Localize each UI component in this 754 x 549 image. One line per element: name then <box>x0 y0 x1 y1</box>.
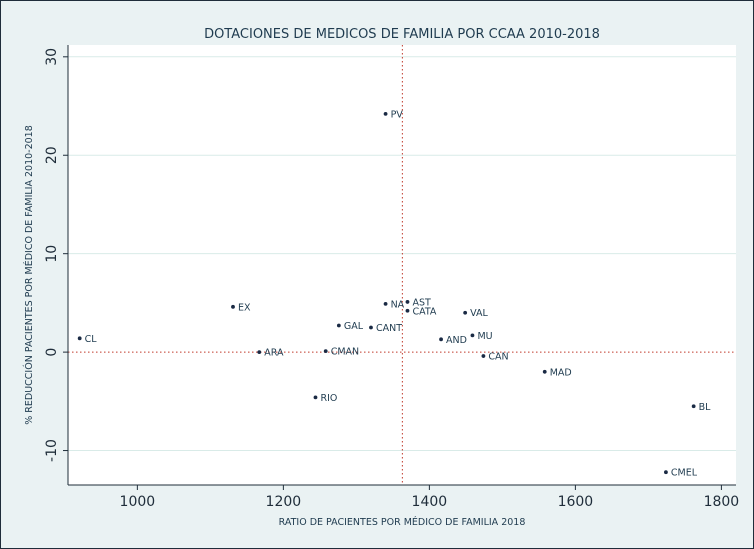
data-point-cata <box>405 308 410 313</box>
data-point-ast <box>405 300 410 304</box>
axes <box>67 45 736 486</box>
x-tick-label: 1800 <box>704 494 740 510</box>
data-point-ara <box>257 350 262 355</box>
x-tick-label: 1600 <box>558 494 594 510</box>
data-point-cant <box>369 325 373 330</box>
x-tick-label: 1200 <box>266 494 302 510</box>
y-axis-title: % REDUCCIÓN PACIENTES POR MÉDICO DE FAMI… <box>23 125 35 425</box>
x-axis-title: RATIO DE PACIENTES POR MÉDICO DE FAMILIA… <box>279 516 526 528</box>
data-point-gal <box>336 323 341 328</box>
data-point-cl <box>77 336 82 341</box>
point-label-val: VAL <box>470 308 488 319</box>
point-label-pv: PV <box>391 109 404 120</box>
point-label-cant: CANT <box>376 323 402 334</box>
y-tick-label: 0 <box>44 348 60 357</box>
point-label-ara: ARA <box>264 348 284 359</box>
point-label-can: CAN <box>488 352 508 363</box>
data-point-cmel <box>664 470 668 475</box>
data-point-mu <box>470 333 475 338</box>
data-point-bl <box>691 404 696 409</box>
data-point-and <box>439 337 443 342</box>
x-tick-label: 1400 <box>412 494 448 510</box>
point-label-cl: CL <box>85 334 98 345</box>
data-point-na <box>383 301 388 306</box>
point-label-mad: MAD <box>550 367 572 378</box>
x-tick-label: 1000 <box>120 494 156 510</box>
point-label-bl: BL <box>699 402 712 413</box>
data-point-cman <box>323 349 328 354</box>
data-point-val <box>463 310 468 315</box>
tick-labels: 1000 1200 1400 1600 1800 -10 0 10 20 30 <box>44 48 739 510</box>
point-label-and: AND <box>446 335 467 346</box>
point-label-na: NA <box>391 299 405 310</box>
point-label-mu: MU <box>477 331 492 342</box>
chart-title: DOTACIONES DE MEDICOS DE FAMILIA POR CCA… <box>204 27 600 42</box>
data-point-rio <box>313 395 318 400</box>
data-point-can <box>481 354 486 358</box>
reference-lines <box>68 45 736 485</box>
point-label-ast: AST <box>412 297 431 308</box>
point-label-ex: EX <box>238 302 251 313</box>
y-tick-label: 30 <box>44 48 60 66</box>
point-label-rio: RIO <box>320 393 337 404</box>
point-label-gal: GAL <box>344 321 364 332</box>
data-point-ex <box>231 304 235 309</box>
y-tick-label: 10 <box>44 245 60 263</box>
y-tick-label: -10 <box>44 439 60 462</box>
point-label-cman: CMAN <box>331 347 359 358</box>
y-tick-label: 20 <box>44 146 60 164</box>
point-label-cata: CATA <box>412 306 436 317</box>
data-point-mad <box>542 369 547 374</box>
data-point-pv <box>383 112 388 116</box>
point-label-cmel: CMEL <box>671 468 698 479</box>
